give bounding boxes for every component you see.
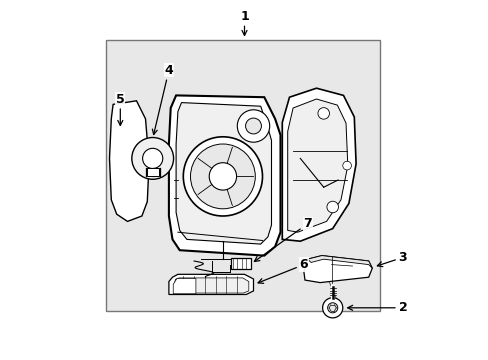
Circle shape (317, 108, 329, 119)
Text: 1: 1 (240, 10, 248, 35)
Polygon shape (287, 99, 347, 232)
Circle shape (209, 163, 236, 190)
Circle shape (190, 144, 255, 209)
Text: 2: 2 (347, 301, 407, 314)
Circle shape (142, 148, 163, 168)
Text: 3: 3 (377, 251, 407, 267)
Circle shape (327, 303, 337, 313)
Polygon shape (282, 88, 355, 241)
Polygon shape (176, 103, 271, 244)
Polygon shape (174, 278, 248, 293)
Circle shape (326, 201, 338, 213)
Circle shape (342, 161, 351, 170)
Text: 6: 6 (258, 258, 307, 283)
Text: 7: 7 (254, 217, 311, 261)
Circle shape (245, 118, 261, 134)
Bar (230, 258, 250, 269)
Circle shape (183, 137, 262, 216)
Circle shape (237, 110, 269, 142)
Polygon shape (303, 256, 371, 283)
Text: 4: 4 (152, 64, 173, 135)
Circle shape (132, 138, 173, 179)
Text: 5: 5 (116, 93, 124, 125)
Polygon shape (109, 101, 149, 221)
Polygon shape (168, 274, 253, 294)
Circle shape (322, 298, 342, 318)
Bar (106, 40, 379, 311)
Polygon shape (307, 256, 371, 268)
Polygon shape (173, 279, 196, 294)
Bar (146, 168, 159, 176)
Polygon shape (168, 95, 280, 256)
